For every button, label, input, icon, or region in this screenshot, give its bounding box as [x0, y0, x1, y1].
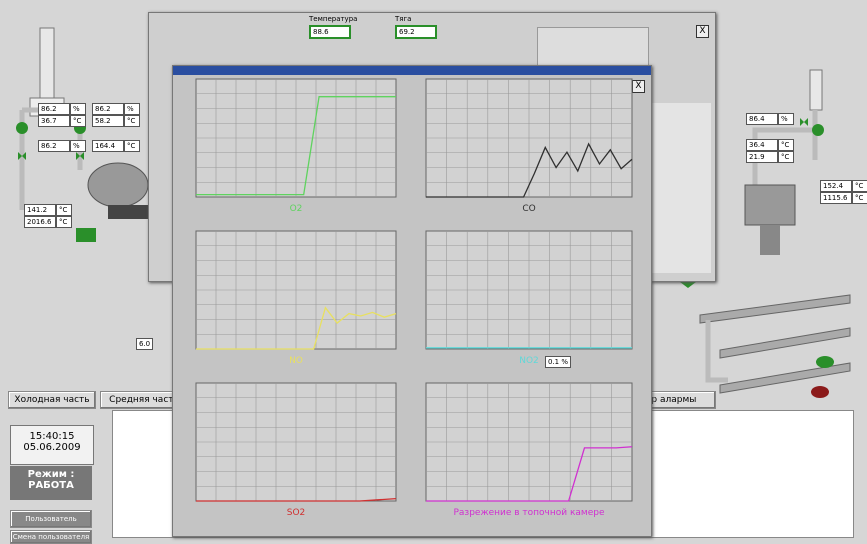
field-label: Температура [309, 15, 358, 23]
trend-label: SO2 [287, 508, 306, 518]
unit-box: % [124, 103, 140, 115]
unit-box: % [70, 103, 86, 115]
mode-panel: Режим : РАБОТА [10, 466, 92, 500]
mode: РАБОТА [28, 480, 74, 491]
trend-label: O2 [290, 204, 303, 214]
unit-box: °C [778, 151, 794, 163]
value-box: 152.4 [820, 180, 852, 192]
trend-label: CO [522, 204, 535, 214]
value-box: 141.2 [24, 204, 56, 216]
value-box: 21.9 [746, 151, 778, 163]
close-button[interactable]: X [696, 25, 709, 38]
value-box: 36.7 [38, 115, 70, 127]
trend-label: Разрежение в топочной камере [453, 508, 604, 518]
unit-box: °C [70, 115, 86, 127]
value-box: 6.0 [136, 338, 154, 350]
unit-box: °C [124, 115, 140, 127]
trend-window: X O2 CO NO NO2 SO2 Разрежение в топочной каме… [172, 65, 652, 537]
trend-charts: O2 CO NO NO2 SO2 Разрежение в топочной камере [195, 78, 633, 518]
unit-box: % [778, 113, 794, 125]
trend-line [196, 96, 396, 196]
value-box: 36.4 [746, 139, 778, 151]
unit-box: °C [778, 139, 794, 151]
field-label: Тяга [395, 15, 412, 23]
trend-label: NO2 [519, 356, 539, 366]
value-box: 86.2 [38, 140, 70, 152]
field-value: 88.6 [309, 25, 351, 39]
info-panel [649, 103, 711, 273]
field-value: 69.2 [395, 25, 437, 39]
trend-line [426, 446, 633, 502]
date: 05.06.2009 [23, 442, 81, 453]
value-box: 86.2 [38, 103, 70, 115]
change-user-button[interactable]: Смена пользователя [10, 530, 92, 544]
unit-box: °C [124, 140, 140, 152]
unit-box: °C [56, 204, 72, 216]
cold-part-button[interactable]: Холодная часть [8, 391, 96, 409]
trend-line [426, 142, 633, 198]
value-box: 86.2 [92, 103, 124, 115]
clock: 15:40:15 05.06.2009 [10, 425, 94, 465]
unit-box: °C [56, 216, 72, 228]
unit-box: % [70, 140, 86, 152]
value-box: 164.4 [92, 140, 124, 152]
title-bar [173, 66, 651, 75]
mode-label: Режим : [27, 469, 75, 480]
value-box: 58.2 [92, 115, 124, 127]
value-box: 1115.6 [820, 192, 852, 204]
probe-value: 0.1 % [545, 356, 572, 368]
user-button[interactable]: Пользователь [10, 510, 92, 528]
trend-label: NO [289, 356, 303, 366]
time: 15:40:15 [29, 431, 75, 442]
value-box: 86.4 [746, 113, 778, 125]
trend-line [196, 497, 397, 502]
unit-box: °C [852, 180, 867, 192]
value-box: 2016.6 [24, 216, 56, 228]
unit-box: °C [852, 192, 867, 204]
trend-line [196, 306, 397, 350]
